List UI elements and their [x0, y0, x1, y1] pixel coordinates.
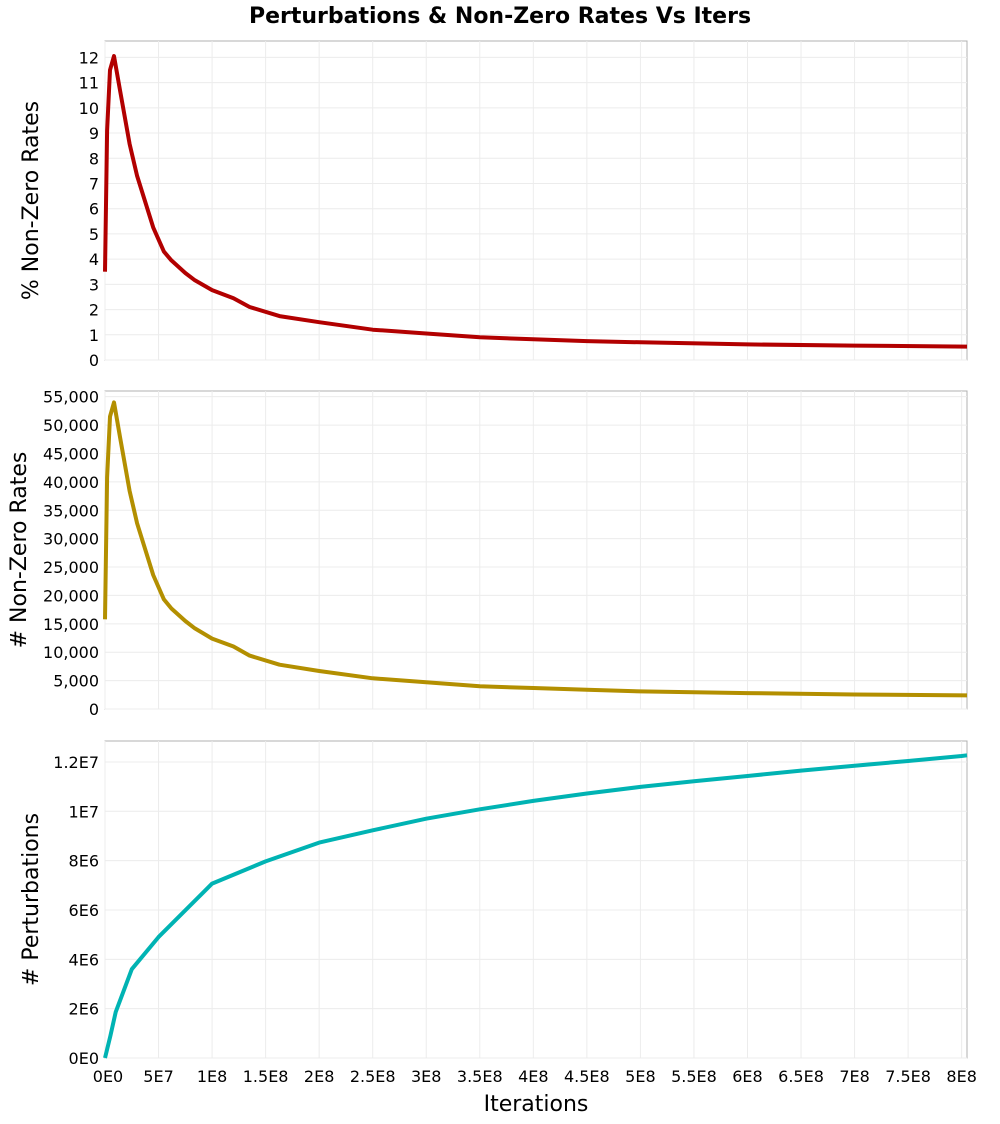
- y-tick-label: 11: [79, 74, 99, 93]
- y-tick-label: 5: [89, 225, 99, 244]
- y-tick-label: 45,000: [43, 444, 99, 463]
- y-axis-label: # Non-Zero Rates: [7, 452, 32, 649]
- y-tick-label: 40,000: [43, 473, 99, 492]
- y-tick-label: 1: [89, 326, 99, 345]
- series-line-1: [103, 54, 968, 349]
- x-tick-label: 6.5E8: [778, 1067, 824, 1086]
- x-tick-label: 5E7: [143, 1067, 173, 1086]
- x-axis-label: Iterations: [484, 1092, 589, 1117]
- x-tick-label: 3.5E8: [457, 1067, 503, 1086]
- y-tick-label: 6E6: [69, 901, 99, 920]
- y-tick-label: 6: [89, 200, 99, 219]
- y-tick-label: 0: [89, 351, 99, 370]
- y-tick-label: 50,000: [43, 416, 99, 435]
- x-tick-label: 7E8: [839, 1067, 869, 1086]
- x-tick-label: 8E8: [946, 1067, 976, 1086]
- x-tick-label: 4E8: [518, 1067, 548, 1086]
- chart-title: Perturbations & Non-Zero Rates Vs Iters: [249, 4, 751, 29]
- y-tick-label: 10: [79, 99, 99, 118]
- y-tick-label: 35,000: [43, 501, 99, 520]
- y-tick-label: 7: [89, 174, 99, 193]
- y-axis-label: # Perturbations: [19, 813, 44, 986]
- y-tick-label: 2E6: [69, 1000, 99, 1019]
- x-tick-label: 5E8: [625, 1067, 655, 1086]
- panel-3: 0E0 2E6 4E6 6E6 8E6 1E7 1.2E7 # Perturbations: [19, 740, 968, 1068]
- y-tick-label: 30,000: [43, 530, 99, 549]
- x-tick-label: 2E8: [304, 1067, 334, 1086]
- x-tick-label: 2.5E8: [350, 1067, 396, 1086]
- x-tick-label: 1E8: [197, 1067, 227, 1086]
- y-tick-label: 0: [89, 700, 99, 719]
- y-tick-label: 2: [89, 301, 99, 320]
- y-tick-label: 9: [89, 124, 99, 143]
- series-line-2: [103, 400, 968, 698]
- y-tick-label: 12: [79, 48, 99, 67]
- y-axis-label: % Non-Zero Rates: [19, 101, 44, 300]
- y-tick-label: 1.2E7: [53, 753, 99, 772]
- x-tick-label: 0E0: [93, 1067, 123, 1086]
- y-tick-label: 10,000: [43, 643, 99, 662]
- y-tick-label: 20,000: [43, 586, 99, 605]
- y-tick-label: 25,000: [43, 558, 99, 577]
- plot-area: [104, 390, 968, 710]
- plot-area: [104, 740, 968, 1059]
- y-tick-label: 8E6: [69, 852, 99, 871]
- panel-2: 0 5,000 10,000 15,000 20,000 25,000 30,000 35,0…: [7, 388, 968, 719]
- y-tick-label: 4E6: [69, 950, 99, 969]
- x-tick-label: 3E8: [411, 1067, 441, 1086]
- series-line-3: [103, 753, 968, 1059]
- y-tick-label: 5,000: [53, 672, 99, 691]
- x-tick-label: 1.5E8: [243, 1067, 289, 1086]
- y-tick-label: 15,000: [43, 615, 99, 634]
- x-tick-label: 5.5E8: [671, 1067, 717, 1086]
- plot-area: [104, 40, 968, 361]
- y-tick-label: 1E7: [69, 802, 99, 821]
- y-tick-label: 8: [89, 149, 99, 168]
- y-tick-label: 55,000: [43, 388, 99, 407]
- y-tick-label: 3: [89, 275, 99, 294]
- y-tick-label: 4: [89, 250, 99, 269]
- y-tick-label: 0E0: [69, 1049, 99, 1068]
- x-tick-label: 7.5E8: [885, 1067, 931, 1086]
- x-tick-label: 4.5E8: [564, 1067, 610, 1086]
- x-tick-label: 6E8: [732, 1067, 762, 1086]
